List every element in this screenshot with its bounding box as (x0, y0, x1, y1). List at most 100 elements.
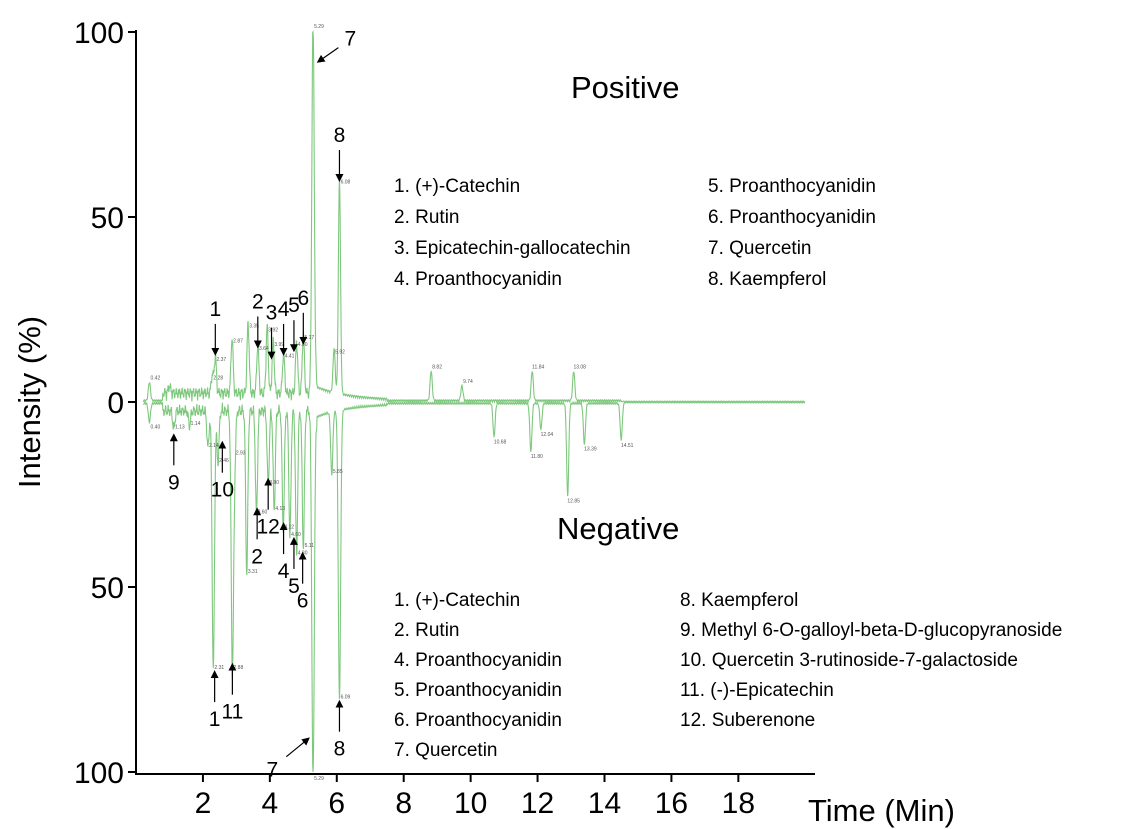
peak-label-negative-0: 0.40 (151, 425, 161, 431)
arrow-label-negative-3: 2 (251, 545, 263, 568)
peak-label-negative-4: 2.31 (214, 665, 224, 671)
arrow-label-positive-2: 3 (266, 302, 278, 325)
legend-negative-item-3: 5. Proanthocyanidin (394, 680, 562, 701)
legend-positive: 1. (+)-Catechin 2. Rutin 3. Epicatechin-ga… (394, 176, 876, 290)
legend-negative-item-5: 7. Quercetin (394, 740, 498, 761)
legend-positive-item-5: 6. Proanthocyanidin (708, 207, 876, 228)
legend-positive-item-6: 7. Quercetin (708, 238, 812, 259)
legend-negative-item-8: 10. Quercetin 3-rutinoside-7-galactoside (680, 650, 1018, 671)
arrow-label-positive-5: 6 (297, 287, 309, 310)
x-tick-label-4: 10 (454, 787, 487, 820)
legend-positive-item-3: 4. Proanthocyanidin (394, 269, 562, 290)
arrow-label-negative-1: 10 (211, 479, 234, 502)
x-ticks: 2 4 6 8 10 12 14 16 18 (195, 774, 755, 820)
arrow-negative-9 (285, 737, 310, 758)
peak-label-negative-5: 2.46 (219, 458, 229, 464)
peak-label-positive-16: 9.74 (463, 379, 473, 385)
arrow-label-negative-8: 11 (221, 701, 243, 724)
y-tick-label-1: 50 (91, 202, 124, 235)
peak-label-negative-17: 5.85 (333, 469, 343, 475)
x-tick-label-0: 2 (195, 787, 212, 820)
x-tick-label-8: 18 (722, 787, 755, 820)
arrow-label-negative-5: 5 (288, 575, 300, 598)
legend-negative: 1. (+)-Catechin 2. Rutin 4. Proanthocyanid… (394, 590, 1062, 761)
peak-label-positive-8: 3.99 (274, 342, 284, 348)
peak-label-negative-9: 3.60 (258, 510, 268, 516)
peak-label-negative-23: 13.39 (584, 447, 597, 453)
y-tick-label-0: 100 (74, 17, 124, 50)
legend-negative-item-7: 9. Methyl 6-O-galloyl-beta-D-glucopyrano… (680, 620, 1062, 641)
legend-positive-item-2: 3. Epicatechin-gallocatechin (394, 238, 631, 259)
arrow-label-negative-6: 6 (297, 590, 309, 613)
peak-label-positive-5: 3.35 (249, 324, 259, 330)
y-tick-label-4: 100 (74, 757, 124, 790)
peak-label-negative-7: 2.93 (236, 450, 246, 456)
peak-label-positive-12: 5.29 (314, 24, 324, 30)
negative-title: Negative (557, 511, 679, 546)
legend-positive-item-0: 1. (+)-Catechin (394, 176, 520, 197)
arrow-label-negative-7: 1 (209, 708, 221, 731)
legend-negative-item-9: 11. (-)-Epicatechin (680, 680, 834, 701)
peak-label-positive-11: 5.17 (304, 335, 314, 341)
peak-label-negative-19: 10.68 (494, 439, 507, 445)
y-tick-label-2: 0 (107, 387, 124, 420)
arrow-label-positive-0: 1 (209, 298, 221, 321)
x-tick-label-7: 16 (655, 787, 688, 820)
arrow-label-positive-7: 8 (334, 124, 346, 147)
peak-label-positive-0: 0.42 (151, 376, 161, 382)
legend-positive-item-4: 5. Proanthocyanidin (708, 176, 876, 197)
trace-positive (142, 29, 806, 404)
legend-negative-item-10: 12. Suberenone (680, 710, 815, 731)
legend-negative-item-4: 6. Proanthocyanidin (394, 710, 562, 731)
x-tick-label-2: 6 (328, 787, 345, 820)
arrow-label-positive-6: 7 (345, 28, 357, 51)
peak-label-positive-17: 11.84 (532, 364, 544, 370)
arrow-label-positive-3: 4 (278, 298, 290, 321)
positive-title: Positive (571, 70, 680, 105)
peak-label-negative-20: 11.80 (531, 454, 543, 460)
peak-label-positive-7: 3.92 (268, 327, 278, 333)
x-tick-label-3: 8 (395, 787, 412, 820)
arrow-label-negative-0: 9 (168, 471, 180, 494)
peak-label-positive-10: 4.80 (298, 342, 308, 348)
trace-negative (143, 400, 806, 773)
legend-positive-item-1: 2. Rutin (394, 207, 459, 228)
y-ticks: 100 50 0 50 100 (74, 17, 136, 790)
arrow-label-negative-2: 12 (257, 516, 280, 539)
peak-label-negative-15: 5.11 (305, 543, 315, 549)
peak-label-positive-14: 6.08 (341, 179, 351, 185)
peak-label-positive-9: 4.41 (285, 353, 295, 359)
peak-label-positive-4: 2.87 (233, 339, 243, 345)
peak-label-negative-24: 14.51 (621, 443, 634, 449)
peak-label-negative-13: 4.60 (291, 532, 301, 538)
legend-negative-item-6: 8. Kaempferol (680, 590, 798, 611)
peak-label-positive-6: 3.64 (259, 346, 269, 352)
arrow-label-positive-1: 2 (252, 291, 264, 314)
peak-label-positive-15: 8.82 (432, 364, 442, 370)
arrow-label-negative-10: 8 (334, 738, 346, 761)
x-tick-label-6: 14 (588, 787, 621, 820)
peak-label-negative-18: 6.09 (341, 695, 351, 701)
legend-negative-item-1: 2. Rutin (394, 620, 459, 641)
peak-label-negative-2: 1.14 (191, 421, 201, 427)
arrow-label-positive-4: 5 (288, 294, 300, 317)
peak-label-positive-18: 13.08 (573, 364, 586, 370)
peak-label-negative-21: 12.04 (541, 432, 554, 438)
trace-group (142, 29, 806, 773)
peak-label-negative-22: 12.85 (567, 499, 580, 505)
peak-label-negative-10: 3.90 (269, 480, 279, 486)
peak-label-negative-3: 2.14 (209, 443, 219, 449)
peak-label-negative-8: 3.31 (248, 569, 258, 575)
peak-label-positive-2: 2.28 (213, 376, 223, 382)
peak-label-positive-13: 5.92 (335, 350, 345, 356)
y-tick-label-3: 50 (91, 572, 124, 605)
x-tick-label-5: 12 (521, 787, 554, 820)
peak-label-negative-1: 1.13 (175, 425, 185, 431)
legend-negative-item-0: 1. (+)-Catechin (394, 590, 520, 611)
arrow-label-negative-9: 7 (266, 759, 278, 782)
arrow-label-negative-4: 4 (278, 560, 290, 583)
y-axis-title: Intensity (%) (12, 316, 47, 488)
x-axis-title: Time (Min) (808, 793, 955, 828)
